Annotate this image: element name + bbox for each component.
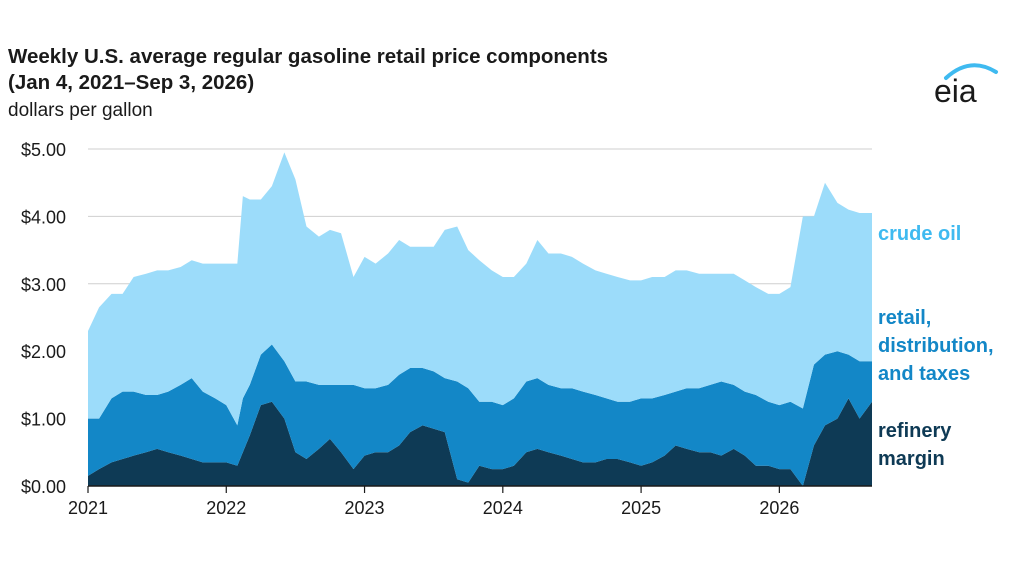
y-tick-label: $5.00: [21, 140, 66, 160]
series-label-retail-line-2: distribution,: [878, 335, 994, 357]
stacked-areas: [88, 152, 872, 486]
x-tick-label: 2024: [483, 498, 523, 518]
series-label-retail-line-1: retail,: [878, 307, 932, 329]
chart-title-line-1: Weekly U.S. average regular gasoline ret…: [8, 45, 609, 68]
x-tick-label: 2022: [206, 498, 246, 518]
x-tick-label: 2026: [759, 498, 799, 518]
y-tick-label: $3.00: [21, 275, 66, 295]
series-label-retail-line-3: and taxes: [878, 363, 971, 385]
chart-title: Weekly U.S. average regular gasoline ret…: [8, 44, 608, 96]
area-refinery-margin: [88, 398, 872, 486]
series-label-refinery-line-1: refinery: [878, 420, 952, 442]
chart-title-line-2: (Jan 4, 2021–Sep 3, 2026): [8, 71, 255, 94]
series-label-retail-distribution-taxes: retail, distribution, and taxes: [878, 304, 1018, 388]
x-tick-label: 2025: [621, 498, 661, 518]
area-crude-oil: [88, 152, 872, 426]
y-tick-label: $1.00: [21, 410, 66, 430]
y-axis-unit-label: dollars per gallon: [8, 100, 153, 121]
eia-logo-icon: eia: [934, 63, 998, 109]
series-label-refinery-margin: refinery margin: [878, 417, 988, 473]
series-label-refinery-line-2: margin: [878, 448, 945, 470]
y-tick-label: $2.00: [21, 342, 66, 362]
y-tick-label: $4.00: [21, 207, 66, 227]
eia-logo-text: eia: [934, 73, 977, 109]
y-tick-label: $0.00: [21, 477, 66, 497]
eia-logo: eia: [932, 62, 1002, 109]
x-tick-label: 2021: [68, 498, 108, 518]
series-label-crude-oil: crude oil: [878, 223, 962, 245]
x-tick-label: 2023: [345, 498, 385, 518]
area-retail-distribution-and-taxes: [88, 344, 872, 486]
axes: $0.00 $1.00 $2.00 $3.00 $4.00 $5.00 2021 2022 20…: [21, 140, 872, 518]
